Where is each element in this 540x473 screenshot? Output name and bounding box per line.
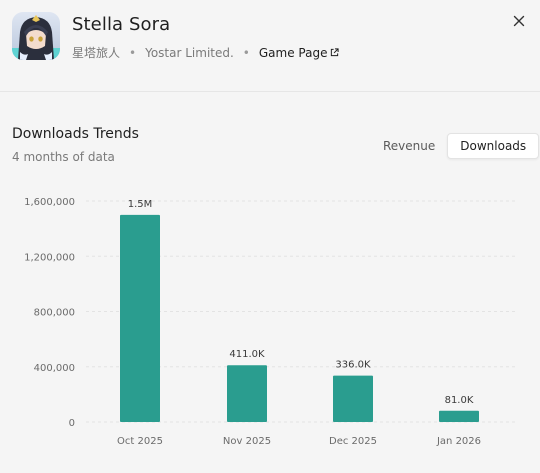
close-icon [513,15,525,27]
bar-data-label: 411.0K [229,349,265,360]
downloads-tab[interactable]: Downloads [447,133,540,159]
metric-toggle: Revenue Downloads [373,133,540,159]
game-page-link[interactable]: Game Page [259,46,340,60]
bar [227,365,267,422]
bar [333,375,373,422]
app-meta: 星塔旅人 • Yostar Limited. • Game Page [72,44,340,61]
bar-data-label: 81.0K [445,395,474,406]
app-subtitle: 星塔旅人 [72,46,121,60]
section-subtitle: 4 months of data [12,150,115,164]
separator: • [129,45,137,60]
y-tick-label: 1,200,000 [24,252,75,263]
close-button[interactable] [508,10,530,32]
bar [120,214,160,422]
app-header: Stella Sora 星塔旅人 • Yostar Limited. • Gam… [0,0,540,92]
bar-data-label: 1.5M [128,199,153,210]
y-tick-label: 400,000 [34,363,75,374]
x-tick-label: Oct 2025 [117,436,163,447]
bar [439,410,479,422]
y-tick-label: 800,000 [34,308,75,319]
separator: • [242,45,250,60]
x-tick-label: Jan 2026 [436,436,481,447]
x-tick-label: Nov 2025 [223,436,271,447]
y-tick-label: 0 [69,418,75,429]
external-link-icon [331,48,340,57]
downloads-bar-chart: 0 400,000 800,000 1,200,000 1,600,000 1.5M Oct… [24,197,515,447]
publisher-name: Yostar Limited. [145,45,234,60]
x-tick-label: Dec 2025 [329,436,377,447]
app-title: Stella Sora [72,14,171,35]
game-page-label: Game Page [258,45,328,60]
app-icon [12,12,60,60]
section-title: Downloads Trends [12,126,139,142]
bar-data-label: 336.0K [335,360,371,371]
y-tick-label: 1,600,000 [24,197,75,208]
revenue-tab[interactable]: Revenue [383,139,436,153]
